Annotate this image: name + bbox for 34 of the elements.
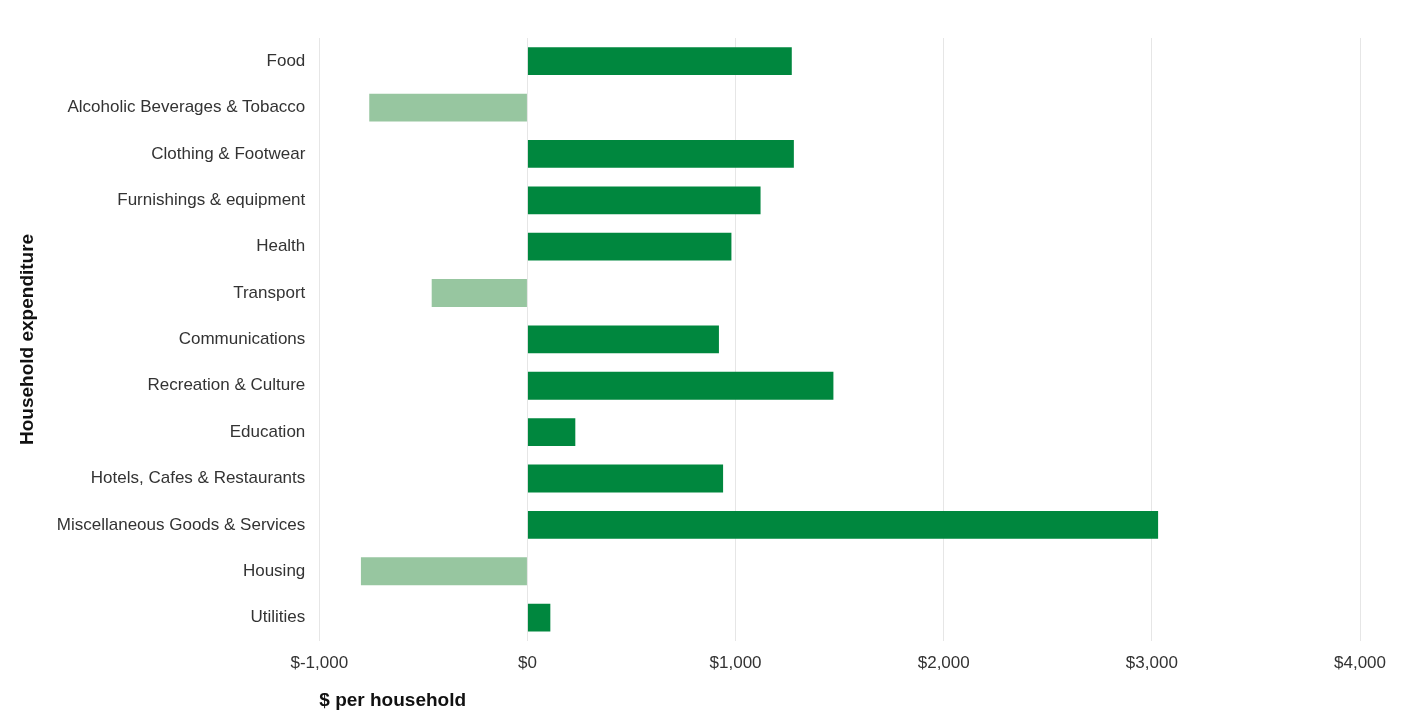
x-tick-label: $4,000 — [1334, 652, 1386, 672]
bar — [527, 371, 834, 400]
y-tick-label: Health — [256, 236, 306, 256]
bar — [527, 603, 551, 632]
x-tick-label: $1,000 — [709, 652, 762, 672]
bar — [360, 557, 527, 586]
bar — [527, 510, 1159, 539]
bar — [369, 93, 527, 122]
y-tick-label: Utilities — [250, 607, 306, 627]
x-tick-label: $3,000 — [1125, 652, 1178, 672]
y-tick-label: Clothing & Footwear — [151, 143, 306, 163]
x-axis-title: $ per household — [319, 688, 467, 710]
bar — [527, 232, 732, 261]
bar — [527, 186, 761, 215]
x-tick-label: $-1,000 — [290, 652, 349, 672]
y-tick-label: Housing — [242, 560, 306, 580]
y-axis-title: Household expenditure — [15, 233, 37, 445]
bar — [527, 325, 719, 354]
y-tick-label: Communications — [178, 329, 306, 349]
bar — [431, 279, 527, 307]
y-tick-label: Hotels, Cafes & Restaurants — [90, 468, 306, 488]
x-tick-label: $0 — [517, 652, 537, 672]
bar — [527, 47, 792, 76]
y-tick-label: Furnishings & equipment — [117, 189, 306, 209]
y-tick-label: Education — [229, 421, 306, 441]
x-tick-label: $2,000 — [917, 652, 970, 672]
y-tick-label: Food — [266, 50, 306, 70]
y-tick-label: Recreation & Culture — [147, 375, 306, 395]
y-tick-label: Miscellaneous Goods & Services — [56, 514, 306, 534]
bar — [527, 140, 794, 168]
y-tick-label: Transport — [233, 282, 306, 302]
y-tick-label: Alcoholic Beverages & Tobacco — [67, 97, 306, 117]
bar — [527, 464, 724, 493]
bar — [527, 418, 576, 447]
